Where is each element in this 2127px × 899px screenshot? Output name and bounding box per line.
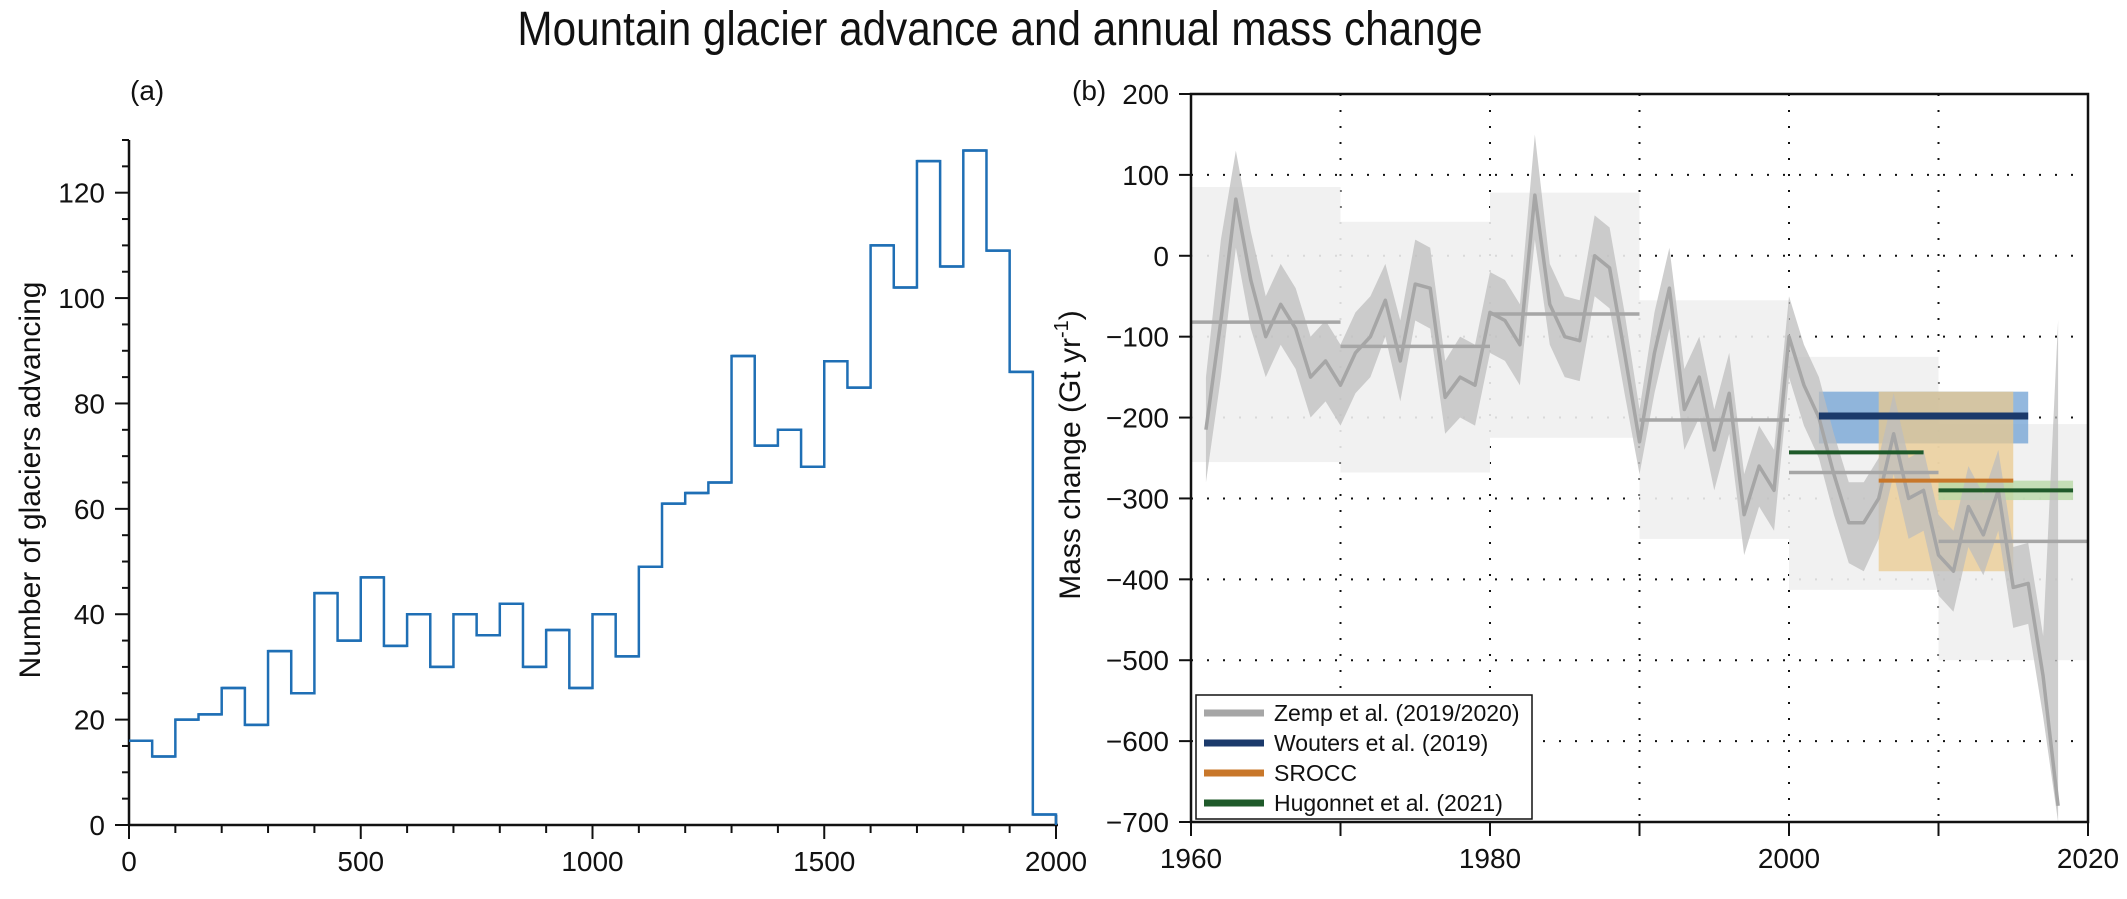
panel-a-y-tick-label: 0 bbox=[89, 810, 105, 841]
panel-b-x-tick-label: 2020 bbox=[2057, 843, 2119, 874]
panel-a-y-tick-label: 40 bbox=[74, 599, 105, 630]
panel-b-ylabel-sup: -1 bbox=[1051, 320, 1073, 338]
panel-a-x-tick-label: 1000 bbox=[561, 846, 623, 877]
panel-a-histogram bbox=[129, 149, 1058, 825]
histogram-outline bbox=[129, 149, 1058, 825]
panel-b-y-tick-label: −200 bbox=[1106, 403, 1169, 434]
panel-b-ylabel-close: ) bbox=[1054, 310, 1087, 320]
legend-label: Hugonnet et al. (2021) bbox=[1274, 790, 1503, 816]
panel-b-y-tick-label: −300 bbox=[1106, 483, 1169, 514]
panel-a-y-tick-label: 20 bbox=[74, 705, 105, 736]
panel-a-y-tick-label: 60 bbox=[74, 494, 105, 525]
panel-b-x-tick-label: 2000 bbox=[1758, 843, 1820, 874]
chart-title: Mountain glacier advance and annual mass… bbox=[517, 3, 1483, 56]
panel-a-x-tick-label: 0 bbox=[121, 846, 137, 877]
panel-a-x-tick-label: 500 bbox=[337, 846, 384, 877]
panel-b-y-tick-label: −400 bbox=[1106, 564, 1169, 595]
panel-b-ylabel: Mass change (Gt yr-1) bbox=[1051, 310, 1087, 600]
panel-b-ylabel-main: Mass change (Gt yr bbox=[1054, 338, 1087, 600]
legend-label: SROCC bbox=[1274, 760, 1357, 786]
panel-b-x-tick-label: 1980 bbox=[1459, 843, 1521, 874]
panel-b-y-tick-label: 200 bbox=[1122, 79, 1169, 110]
panel-b: (b) Mass change (Gt yr-1) 1960 1980 2000 20… bbox=[1051, 75, 2119, 874]
panel-a-label: (a) bbox=[130, 75, 164, 106]
legend: Zemp et al. (2019/2020) Wouters et al. (2… bbox=[1195, 694, 1533, 820]
panel-a-y-tick-label: 80 bbox=[74, 388, 105, 419]
panel-b-axes: 1960 1980 2000 2020−700−600−500−400−300−200… bbox=[1106, 79, 2119, 874]
zemp-annual-band bbox=[1205, 134, 2059, 822]
panel-b-x-tick-label: 1960 bbox=[1160, 843, 1222, 874]
legend-label: Zemp et al. (2019/2020) bbox=[1274, 700, 1519, 726]
panel-b-y-tick-label: 100 bbox=[1122, 160, 1169, 191]
panel-b-y-tick-label: −500 bbox=[1106, 645, 1169, 676]
panel-a-ticks: 0 500 1000 1500 2000 0 20 40 60 80 100 120 bbox=[58, 139, 1087, 877]
panel-b-y-tick-label: −600 bbox=[1106, 726, 1169, 757]
zemp-annual-line bbox=[1204, 193, 2060, 807]
panel-a: (a) Number of glaciers advancing 0 500 100… bbox=[14, 75, 1087, 877]
panel-a-y-tick-label: 100 bbox=[58, 283, 105, 314]
panel-a-y-tick-label: 120 bbox=[58, 178, 105, 209]
panel-b-y-tick-label: −100 bbox=[1106, 322, 1169, 353]
panel-a-ylabel: Number of glaciers advancing bbox=[14, 282, 47, 679]
panel-b-series-lines bbox=[1191, 193, 2088, 807]
panel-b-label: (b) bbox=[1072, 75, 1106, 106]
legend-label: Wouters et al. (2019) bbox=[1274, 730, 1488, 756]
panel-a-x-tick-label: 1500 bbox=[793, 846, 855, 877]
legend-box bbox=[1195, 694, 1533, 820]
panel-b-annual-band bbox=[1205, 134, 2059, 822]
panel-b-y-tick-label: 0 bbox=[1153, 241, 1169, 272]
panel-a-x-tick-label: 2000 bbox=[1025, 846, 1087, 877]
panel-b-y-tick-label: −700 bbox=[1106, 807, 1169, 838]
